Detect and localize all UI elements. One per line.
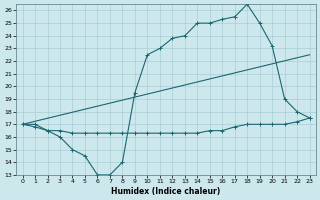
X-axis label: Humidex (Indice chaleur): Humidex (Indice chaleur) [111,187,221,196]
